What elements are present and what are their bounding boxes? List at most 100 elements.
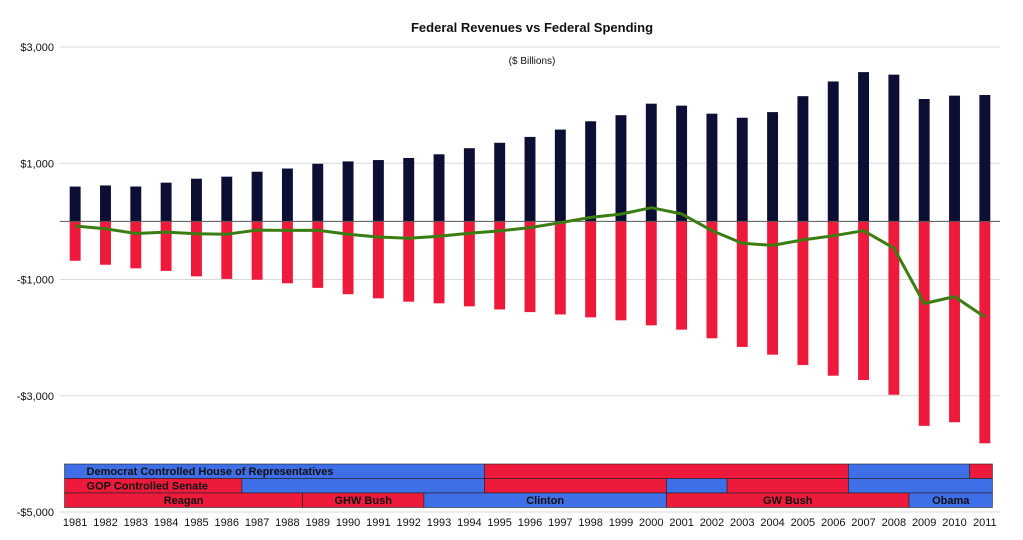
spending-bar xyxy=(160,221,172,271)
x-tick-label: 1989 xyxy=(305,517,329,529)
spending-bar xyxy=(190,221,202,277)
spending-bar xyxy=(585,221,597,318)
x-tick-label: 2007 xyxy=(851,517,875,529)
spending-bar xyxy=(645,221,657,326)
y-tick-label: -$3,000 xyxy=(17,391,54,403)
spending-bar xyxy=(949,221,960,423)
revenue-bar xyxy=(69,186,81,222)
spending-bar xyxy=(615,221,627,321)
x-tick-label: 2001 xyxy=(669,517,693,529)
house-band-label: Democrat Controlled House of Representat… xyxy=(87,466,334,478)
x-tick-label: 1988 xyxy=(275,517,299,529)
spending-bar xyxy=(312,221,324,288)
revenue-bar xyxy=(433,154,445,222)
y-tick-label: $3,000 xyxy=(20,42,54,54)
spending-bar xyxy=(858,221,870,380)
deficit-line xyxy=(75,206,986,319)
house-band-segment xyxy=(969,463,993,479)
revenue-bar xyxy=(554,129,566,222)
senate-band-segment xyxy=(241,478,485,494)
x-tick-label: 1985 xyxy=(184,517,208,529)
x-tick-label: 1991 xyxy=(366,517,390,529)
president-band-label: GW Bush xyxy=(763,495,813,507)
revenue-bar xyxy=(736,117,748,222)
revenue-bar xyxy=(463,148,475,222)
x-tick-label: 1982 xyxy=(93,517,117,529)
x-tick-label: 1992 xyxy=(396,517,420,529)
spending-bar xyxy=(251,221,263,280)
x-tick-label: 2011 xyxy=(973,517,997,529)
chart-subtitle: ($ Billions) xyxy=(509,56,556,67)
x-tick-label: 2002 xyxy=(700,517,724,529)
x-tick-label: 2006 xyxy=(821,517,845,529)
spending-bar xyxy=(706,221,718,339)
spending-bar xyxy=(342,221,354,295)
y-tick-label: -$1,000 xyxy=(17,275,54,287)
revenue-bar xyxy=(918,99,930,222)
spending-bar xyxy=(736,221,748,347)
spending-bar xyxy=(69,221,81,261)
revenue-bar xyxy=(585,121,597,222)
revenue-bar xyxy=(403,157,415,222)
spending-bar xyxy=(797,221,809,366)
x-tick-label: 1993 xyxy=(427,517,451,529)
spending-bar xyxy=(827,221,839,376)
chart-title: Federal Revenues vs Federal Spending xyxy=(411,20,653,35)
house-band-segment xyxy=(484,463,849,479)
senate-band-segment xyxy=(848,478,993,494)
spending-bar xyxy=(979,221,991,444)
spending-bar xyxy=(767,221,779,355)
x-tick-label: 1995 xyxy=(487,517,511,529)
spending-bar xyxy=(221,221,233,279)
x-tick-label: 1984 xyxy=(154,517,178,529)
deficit-line-group xyxy=(75,206,986,319)
revenue-bar xyxy=(130,186,142,222)
revenue-bar xyxy=(190,178,202,222)
revenue-bar xyxy=(797,96,809,222)
spending-bar xyxy=(524,221,536,313)
spending-bar xyxy=(888,221,900,395)
revenue-bar xyxy=(615,115,627,222)
x-tick-label: 2003 xyxy=(730,517,754,529)
revenue-bar xyxy=(342,161,354,222)
spending-bar xyxy=(676,221,688,330)
revenue-bar xyxy=(767,112,779,222)
x-tick-label: 1999 xyxy=(609,517,633,529)
spending-bar xyxy=(281,221,293,284)
y-axis: $3,000 $1,000 -$1,000 -$3,000 -$5,000 xyxy=(17,42,54,519)
revenue-bar xyxy=(160,182,172,222)
revenue-bar xyxy=(676,105,688,222)
revenue-bar xyxy=(645,103,657,222)
spending-bar xyxy=(463,221,475,307)
senate-band-segment xyxy=(666,478,728,494)
y-tick-label: $1,000 xyxy=(20,158,54,170)
president-band-segment xyxy=(908,492,993,508)
x-axis: 1981 1982 1983 1984 1985 1986 1987 1988 1989 1990… xyxy=(63,517,997,529)
senate-band-segment xyxy=(726,478,849,494)
revenue-bar xyxy=(949,95,960,222)
x-tick-label: 2010 xyxy=(942,517,966,529)
control-bands: Democrat Controlled House of Representat… xyxy=(64,463,993,508)
spending-bar xyxy=(372,221,384,299)
revenue-bar xyxy=(858,72,870,222)
x-tick-label: 1990 xyxy=(336,517,360,529)
president-band-label: Reagan xyxy=(164,495,204,507)
revenue-bar xyxy=(888,74,900,222)
revenue-bar xyxy=(251,171,263,222)
revenue-bar xyxy=(524,136,536,222)
revenue-bar xyxy=(100,185,111,222)
spending-bar xyxy=(100,221,111,265)
spending-bar xyxy=(130,221,142,269)
x-tick-label: 1996 xyxy=(518,517,542,529)
revenue-bar xyxy=(312,163,324,222)
x-tick-label: 2000 xyxy=(639,517,663,529)
y-tick-label: -$5,000 xyxy=(17,507,54,519)
revenue-bar xyxy=(494,142,506,222)
senate-band-segment xyxy=(484,478,667,494)
x-tick-label: 2008 xyxy=(882,517,906,529)
x-tick-label: 1987 xyxy=(245,517,269,529)
revenue-bar xyxy=(221,176,233,222)
x-tick-label: 1983 xyxy=(124,517,148,529)
spending-bar xyxy=(403,221,415,302)
